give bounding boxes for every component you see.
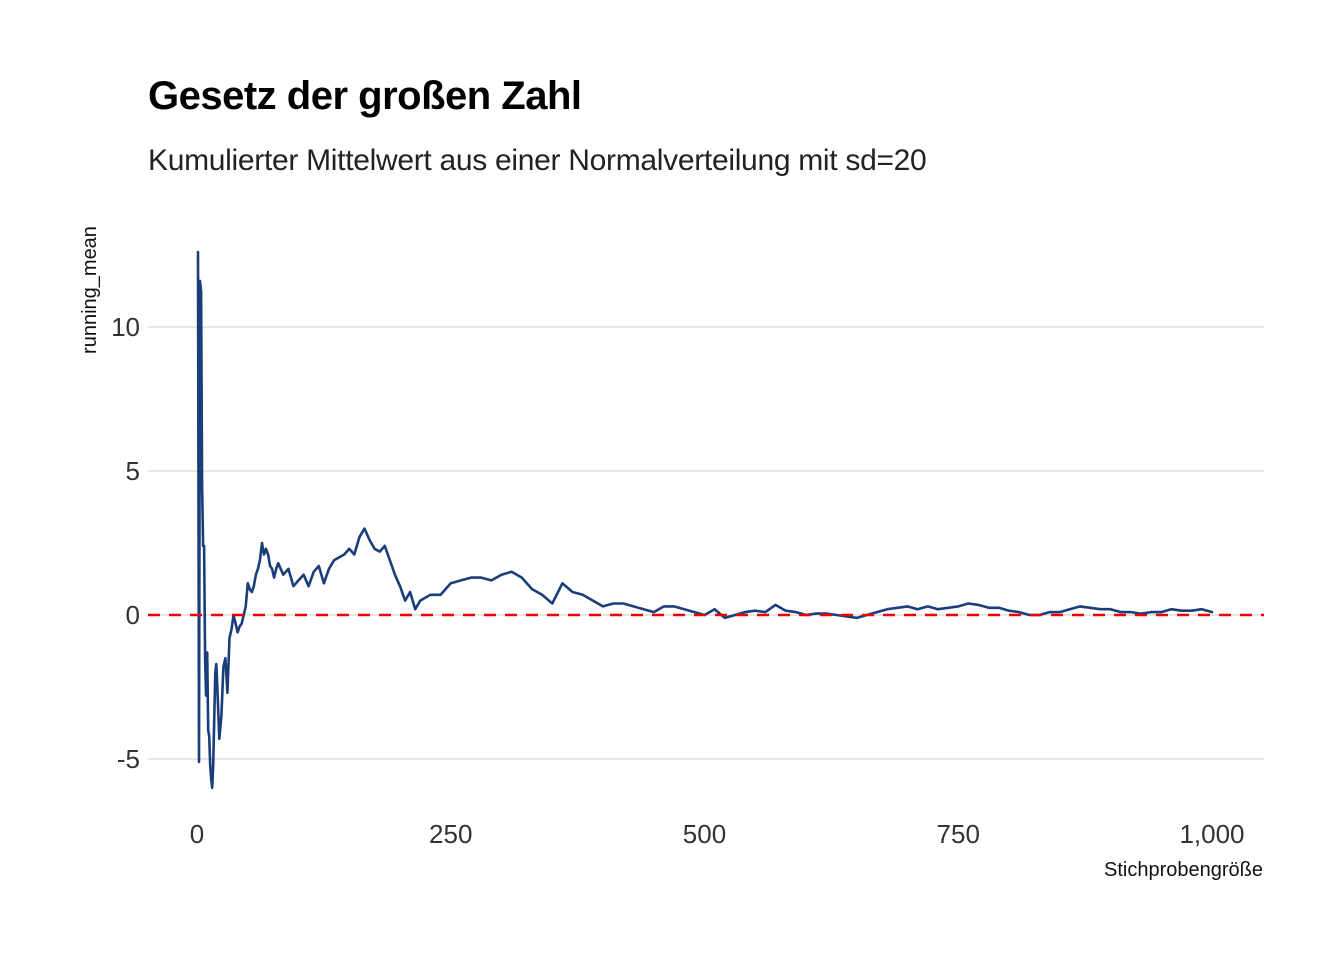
x-tick-label: 1,000 (1179, 819, 1244, 849)
running-mean-line (196, 250, 1214, 790)
chart-subtitle: Kumulierter Mittelwert aus einer Normalv… (148, 144, 927, 177)
x-tick-label: 0 (190, 819, 204, 849)
y-tick-label: -5 (117, 744, 140, 774)
x-tick-label: 750 (937, 819, 980, 849)
x-tick-label: 500 (683, 819, 726, 849)
chart-title: Gesetz der großen Zahl (148, 74, 582, 118)
x-tick-label: 250 (429, 819, 472, 849)
y-axis-label: running_mean (79, 226, 101, 354)
y-tick-label: 10 (111, 312, 140, 342)
x-axis-label: Stichprobengröße (1104, 859, 1263, 881)
y-tick-label: 0 (126, 600, 140, 630)
y-tick-label: 5 (126, 456, 140, 486)
